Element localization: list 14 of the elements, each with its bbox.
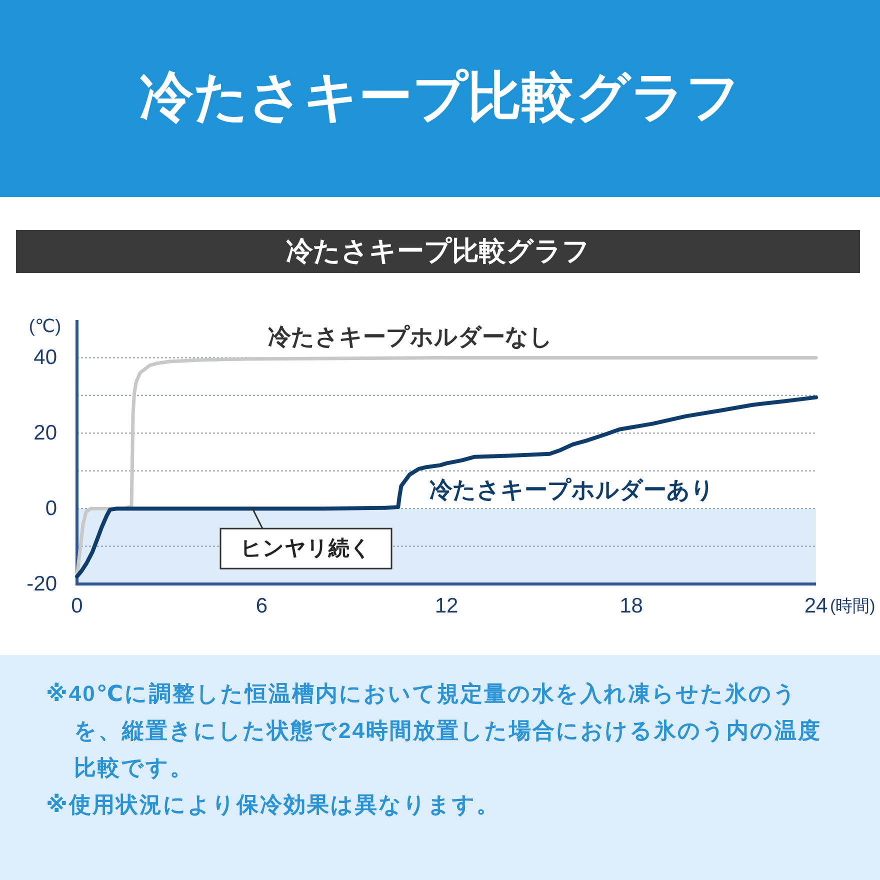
- ytick: 0: [45, 497, 57, 520]
- xtick: 0: [71, 594, 83, 618]
- title: 冷たさキープ比較グラフ: [138, 66, 742, 129]
- annotation: ヒンヤリ続く: [240, 537, 372, 560]
- xlabel: (時間): [830, 596, 876, 616]
- ytick: -20: [26, 572, 57, 596]
- subtitle: 冷たさキープ比較グラフ: [285, 235, 591, 268]
- ytick: 20: [34, 422, 57, 445]
- xtick: 18: [620, 594, 643, 618]
- xtick: 6: [256, 594, 268, 618]
- ylabel: (℃): [28, 316, 62, 336]
- xtick: 12: [434, 594, 458, 618]
- xtick: 24: [804, 594, 828, 618]
- ytick: 40: [34, 346, 57, 370]
